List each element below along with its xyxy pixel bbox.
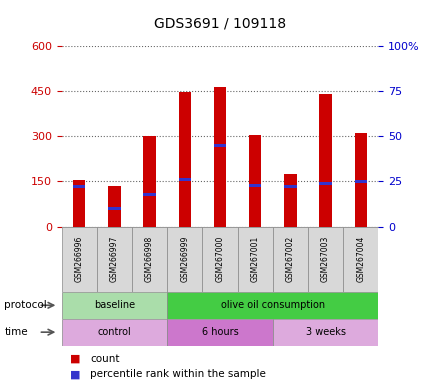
Bar xyxy=(143,192,156,195)
Bar xyxy=(343,227,378,292)
Bar xyxy=(179,178,191,181)
Bar xyxy=(308,227,343,292)
Bar xyxy=(355,133,367,227)
Text: 6 hours: 6 hours xyxy=(202,327,238,337)
Bar xyxy=(319,94,332,227)
Text: GSM266997: GSM266997 xyxy=(110,236,119,282)
Text: GSM267003: GSM267003 xyxy=(321,236,330,282)
Text: GSM267001: GSM267001 xyxy=(251,236,260,282)
Bar xyxy=(73,185,85,189)
Text: GSM266996: GSM266996 xyxy=(75,236,84,282)
Text: GSM266999: GSM266999 xyxy=(180,236,189,282)
Text: GSM267002: GSM267002 xyxy=(286,236,295,282)
Bar xyxy=(202,227,238,292)
Bar xyxy=(273,227,308,292)
Text: count: count xyxy=(90,354,120,364)
Bar xyxy=(97,227,132,292)
Bar xyxy=(167,319,273,346)
Text: time: time xyxy=(4,327,28,337)
Text: control: control xyxy=(98,327,131,337)
Bar xyxy=(108,186,121,227)
Text: ■: ■ xyxy=(70,354,81,364)
Bar xyxy=(355,180,367,183)
Bar xyxy=(179,92,191,227)
Text: ■: ■ xyxy=(70,369,81,379)
Bar xyxy=(249,135,261,227)
Text: GSM267000: GSM267000 xyxy=(216,236,224,282)
Bar xyxy=(319,182,332,185)
Bar xyxy=(273,319,378,346)
Text: olive oil consumption: olive oil consumption xyxy=(221,300,325,310)
Text: GSM266998: GSM266998 xyxy=(145,236,154,282)
Bar xyxy=(284,174,297,227)
Bar xyxy=(108,207,121,210)
Text: protocol: protocol xyxy=(4,300,47,310)
Bar xyxy=(62,319,167,346)
Bar xyxy=(249,184,261,187)
Bar xyxy=(62,227,97,292)
Bar xyxy=(284,185,297,189)
Bar xyxy=(214,144,226,147)
Bar xyxy=(167,292,378,319)
Text: percentile rank within the sample: percentile rank within the sample xyxy=(90,369,266,379)
Bar xyxy=(238,227,273,292)
Text: GDS3691 / 109118: GDS3691 / 109118 xyxy=(154,17,286,31)
Bar xyxy=(132,227,167,292)
Text: GSM267004: GSM267004 xyxy=(356,236,365,282)
Bar xyxy=(214,87,226,227)
Text: 3 weeks: 3 weeks xyxy=(306,327,345,337)
Bar xyxy=(62,292,167,319)
Bar xyxy=(167,227,202,292)
Bar xyxy=(73,180,85,227)
Bar xyxy=(143,136,156,227)
Text: baseline: baseline xyxy=(94,300,135,310)
